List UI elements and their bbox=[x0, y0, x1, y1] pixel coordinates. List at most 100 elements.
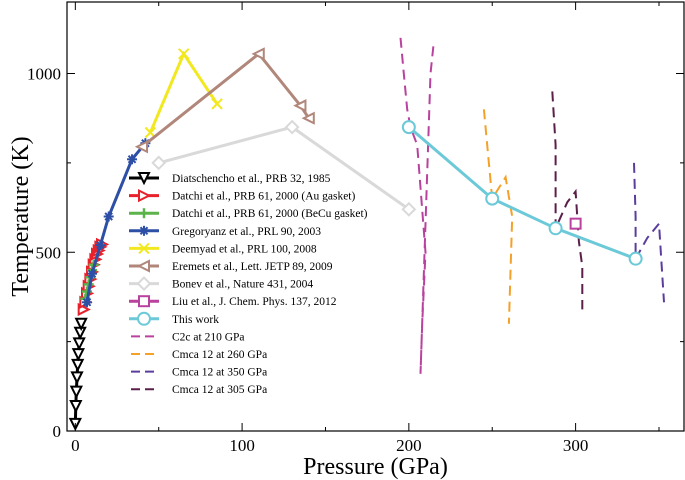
data-point-stroke bbox=[104, 212, 113, 221]
legend-item: Diatschencho et al., PRB 32, 1985 bbox=[129, 172, 331, 186]
series-4 bbox=[144, 48, 223, 139]
legend-item: Cmca 12 at 350 GPa bbox=[131, 367, 267, 379]
data-point bbox=[74, 317, 88, 331]
series-6 bbox=[151, 119, 417, 217]
data-point-stroke bbox=[87, 269, 97, 278]
legend-item: Liu et al., J. Chem. Phys. 137, 2012 bbox=[129, 295, 337, 308]
data-point bbox=[69, 385, 83, 399]
series-12 bbox=[551, 91, 584, 310]
data-point bbox=[293, 99, 307, 113]
axes-frame bbox=[66, 1, 685, 432]
data-point bbox=[134, 140, 149, 154]
series-line bbox=[551, 91, 584, 310]
legend-item: Cmca 12 at 260 GPa bbox=[131, 349, 267, 361]
data-point bbox=[71, 358, 85, 373]
legend: Diatschencho et al., PRB 32, 1985 Datchi … bbox=[129, 172, 368, 396]
data-point bbox=[137, 311, 151, 326]
legend-label: Gregoryanz et al., PRL 90, 2003 bbox=[172, 226, 321, 238]
data-point bbox=[95, 240, 106, 251]
series-7 bbox=[569, 217, 582, 230]
legend-label: Cmca 12 at 305 GPa bbox=[172, 384, 267, 396]
data-point bbox=[138, 242, 150, 255]
data-point bbox=[569, 217, 582, 230]
series-0 bbox=[68, 317, 88, 432]
legend-label: C2c at 210 GPa bbox=[172, 331, 245, 343]
legend-item: Cmca 12 at 305 GPa bbox=[131, 384, 267, 396]
legend-item: Deemyad et al., PRL 100, 2008 bbox=[129, 242, 317, 255]
data-point bbox=[301, 111, 315, 125]
axis-ticks: 0 100 200 300 0 500 1000 bbox=[27, 2, 684, 455]
data-point bbox=[151, 155, 167, 171]
data-point-stroke bbox=[127, 155, 137, 164]
legend-item: C2c at 210 GPa bbox=[131, 331, 245, 343]
data-point bbox=[139, 208, 149, 219]
data-point bbox=[485, 191, 500, 206]
data-point bbox=[138, 295, 150, 308]
series-5 bbox=[134, 47, 315, 154]
x-tick-label: 0 bbox=[71, 436, 80, 455]
data-point bbox=[72, 337, 86, 351]
series-line bbox=[482, 109, 514, 324]
x-tick-label: 300 bbox=[563, 436, 589, 455]
x-tick-label: 100 bbox=[229, 436, 255, 455]
legend-label: Datchi et al., PRB 61, 2000 (Au gasket) bbox=[172, 191, 356, 203]
y-axis-title: Temperature (K) bbox=[8, 136, 34, 296]
data-point bbox=[71, 348, 85, 362]
data-point bbox=[211, 98, 223, 110]
y-tick-label: 500 bbox=[36, 243, 62, 262]
series-line bbox=[141, 51, 311, 148]
data-point bbox=[136, 276, 152, 292]
data-point bbox=[73, 326, 87, 340]
data-point bbox=[548, 221, 563, 236]
legend-label: Liu et al., J. Chem. Phys. 137, 2012 bbox=[172, 296, 337, 308]
legend-label: Diatschencho et al., PRB 32, 1985 bbox=[172, 173, 331, 185]
data-point-stroke bbox=[138, 242, 150, 255]
data-point bbox=[401, 201, 417, 217]
series-line bbox=[407, 125, 637, 261]
data-point-stroke bbox=[178, 48, 190, 60]
x-axis-title: Pressure (GPa) bbox=[303, 454, 448, 480]
legend-item: Bonev et al., Nature 431, 2004 bbox=[129, 276, 313, 292]
legend-label: Deemyad et al., PRL 100, 2008 bbox=[172, 243, 317, 255]
series-10 bbox=[482, 109, 514, 324]
data-point-stroke bbox=[211, 98, 223, 110]
data-point bbox=[70, 371, 84, 385]
data-point bbox=[69, 399, 83, 414]
x-tick-label: 200 bbox=[396, 436, 422, 455]
data-point bbox=[251, 47, 265, 61]
data-point bbox=[628, 251, 643, 266]
plot-content bbox=[68, 37, 665, 432]
legend-item: Datchi et al., PRB 61, 2000 (BeCu gasket… bbox=[129, 208, 368, 220]
data-point bbox=[178, 48, 190, 60]
legend-label: This work bbox=[172, 314, 219, 326]
data-point-stroke bbox=[82, 298, 92, 307]
data-point-stroke bbox=[139, 226, 149, 236]
data-point bbox=[82, 297, 93, 308]
series-11 bbox=[633, 162, 665, 303]
data-point bbox=[401, 120, 416, 135]
data-point-stroke bbox=[96, 240, 105, 250]
y-tick-label: 1000 bbox=[27, 65, 61, 84]
y-tick-label: 0 bbox=[53, 422, 62, 441]
series-line bbox=[399, 37, 435, 374]
data-point bbox=[137, 172, 151, 186]
data-point bbox=[103, 211, 114, 222]
legend-label: Datchi et al., PRB 61, 2000 (BeCu gasket… bbox=[172, 208, 368, 220]
legend-item: Gregoryanz et al., PRL 90, 2003 bbox=[129, 225, 321, 238]
legend-label: Cmca 12 at 260 GPa bbox=[172, 349, 267, 361]
series-9 bbox=[399, 37, 435, 374]
data-point bbox=[139, 225, 149, 236]
series-line bbox=[633, 162, 665, 303]
data-point bbox=[127, 154, 138, 165]
data-point bbox=[138, 188, 152, 203]
data-point bbox=[284, 119, 300, 135]
legend-item: Eremets et al., Lett. JETP 89, 2009 bbox=[129, 259, 333, 273]
data-point bbox=[136, 259, 150, 273]
legend-label: Bonev et al., Nature 431, 2004 bbox=[172, 279, 313, 291]
legend-item: Datchi et al., PRB 61, 2000 (Au gasket) bbox=[129, 188, 356, 203]
legend-label: Eremets et al., Lett. JETP 89, 2009 bbox=[172, 261, 333, 273]
legend-label: Cmca 12 at 350 GPa bbox=[172, 367, 267, 379]
data-point-stroke bbox=[144, 126, 157, 139]
